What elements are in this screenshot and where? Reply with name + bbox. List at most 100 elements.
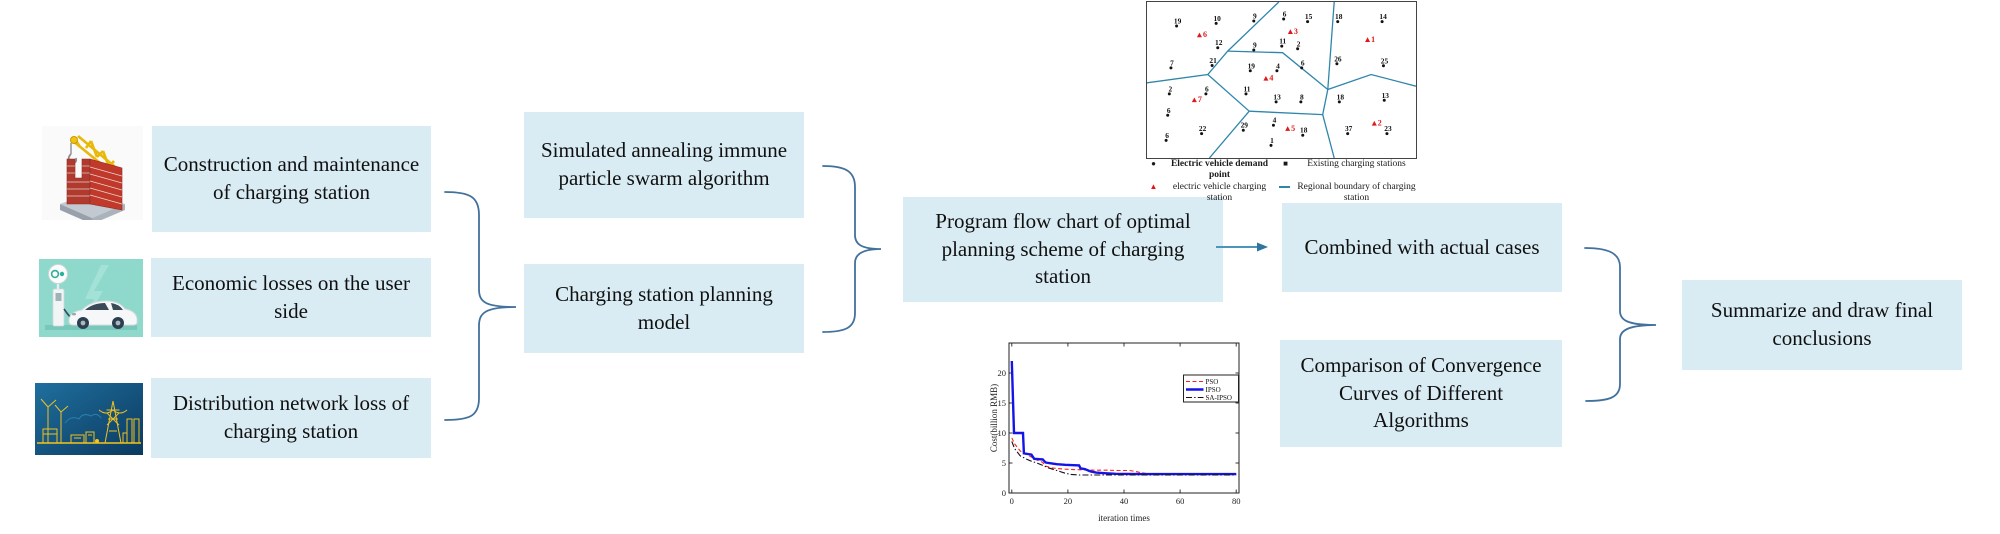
demand-point-label: 18 <box>1335 12 1343 21</box>
regional-boundary-line <box>1322 114 1335 158</box>
demand-point-dot <box>1385 132 1389 136</box>
demand-point-label: 4 <box>1276 61 1280 70</box>
charging-station-label: 2 <box>1378 118 1382 127</box>
demand-point-label: 15 <box>1305 12 1313 21</box>
charging-station-triangle <box>1371 120 1377 126</box>
charging-station-marker-icon: ▲ <box>1149 181 1158 191</box>
regional-boundary-line <box>1227 50 1329 91</box>
demand-point-label: 11 <box>1243 84 1250 93</box>
y-axis-label: Cost(billion RMB) <box>990 384 999 452</box>
demand-point-dot <box>1252 19 1256 23</box>
charging-station-label: 4 <box>1269 74 1273 83</box>
box-economic-losses: Economic losses on the user side <box>151 258 431 337</box>
box-sa-immune-pso-algorithm: Simulated annealing immune particle swar… <box>524 112 804 218</box>
demand-point-label: 6 <box>1165 131 1169 140</box>
legend-charging-station: ▲ electric vehicle charging station <box>1147 182 1279 204</box>
box-program-flow-chart-label: Program flow chart of optimal planning s… <box>935 208 1191 289</box>
box-distribution-loss-label: Distribution network loss of charging st… <box>172 391 410 443</box>
demand-point-dot <box>1275 69 1279 73</box>
demand-point-dot <box>1269 143 1273 147</box>
demand-point-label: 18 <box>1337 92 1345 101</box>
demand-point-dot <box>1175 24 1179 28</box>
series-pso <box>1011 437 1237 475</box>
demand-point-dot <box>1210 63 1214 67</box>
x-tick-label: 0 <box>1010 496 1014 506</box>
demand-point-dot <box>1300 66 1304 70</box>
demand-point-label: 12 <box>1215 38 1223 47</box>
demand-point-dot <box>1244 92 1248 96</box>
construction-image <box>42 126 143 220</box>
brace-right <box>1584 247 1657 402</box>
regional-boundary-line <box>1322 89 1329 115</box>
legend-regional-boundary-label: Regional boundary of charging station <box>1297 181 1416 203</box>
demand-point-label: 6 <box>1205 84 1209 93</box>
demand-point-label: 19 <box>1174 17 1182 26</box>
demand-point-dot <box>1337 100 1341 104</box>
box-summarize-conclusions-label: Summarize and draw final conclusions <box>1710 298 1934 350</box>
demand-point-label: 37 <box>1345 124 1353 133</box>
demand-point-label: 25 <box>1381 56 1389 65</box>
demand-point-label: 9 <box>1253 12 1257 21</box>
flow-arrow <box>1216 242 1268 252</box>
legend-label-ipso: IPSO <box>1206 386 1221 394</box>
demand-point-label: 6 <box>1301 58 1305 67</box>
series-sa-ipso <box>1011 441 1237 476</box>
demand-point-label: 13 <box>1382 91 1390 100</box>
demand-point-dot <box>1252 48 1256 52</box>
demand-point-dot <box>1346 132 1350 136</box>
x-tick-label: 80 <box>1232 496 1241 506</box>
demand-point-label: 1 <box>1270 136 1274 145</box>
existing-station-marker-icon: ■ <box>1283 159 1288 168</box>
box-distribution-loss: Distribution network loss of charging st… <box>151 378 431 458</box>
legend-demand-point: ● Electric vehicle demand point <box>1147 159 1279 181</box>
boundary-line-marker-icon <box>1279 185 1290 188</box>
demand-point-dot <box>1274 100 1278 104</box>
demand-point-dot <box>1280 44 1284 48</box>
box-combined-cases: Combined with actual cases <box>1282 203 1562 292</box>
map-legend: ● Electric vehicle demand point ■ Existi… <box>1147 159 1421 204</box>
charging-station-triangle <box>1191 97 1197 103</box>
box-planning-model-label: Charging station planning model <box>555 281 773 334</box>
charging-station-label: 7 <box>1198 95 1202 104</box>
demand-point-dot <box>1166 113 1170 117</box>
demand-point-dot <box>1301 133 1305 137</box>
regional-boundary-line <box>1327 73 1416 91</box>
demand-point-label: 2 <box>1168 84 1172 93</box>
demand-point-dot <box>1381 64 1385 68</box>
demand-point-dot <box>1248 69 1252 73</box>
power-grid-image <box>35 383 143 455</box>
construction-crane-icon <box>42 126 143 220</box>
demand-point-dot <box>1204 92 1208 96</box>
demand-point-dot <box>1216 46 1220 50</box>
legend-label-sa-ipso: SA-IPSO <box>1206 394 1232 402</box>
demand-point-label: 4 <box>1273 116 1277 125</box>
demand-point-dot <box>1214 21 1218 25</box>
ev-charging-icon <box>39 259 143 337</box>
ev-charging-image <box>39 259 143 337</box>
demand-point-label: 2 <box>1297 39 1301 48</box>
regional-boundary-line <box>1207 74 1250 112</box>
demand-point-dot <box>1169 66 1173 70</box>
brace-middle <box>822 165 882 333</box>
box-summarize-conclusions: Summarize and draw final conclusions <box>1682 280 1962 370</box>
brace-left <box>444 191 517 421</box>
charging-station-triangle <box>1285 126 1291 131</box>
y-tick-label: 20 <box>998 368 1007 378</box>
series-ipso <box>1010 360 1237 476</box>
regional-boundary-line <box>1147 2 1280 84</box>
box-economic-losses-label: Economic losses on the user side <box>172 270 410 323</box>
demand-point-dot <box>1282 17 1286 21</box>
demand-point-dot <box>1164 138 1168 142</box>
demand-point-label: 23 <box>1384 124 1392 133</box>
demand-point-label: 6 <box>1167 106 1171 115</box>
demand-point-label: 26 <box>1334 54 1342 63</box>
charging-station-label: 1 <box>1371 35 1375 44</box>
power-grid-icon <box>35 383 143 455</box>
demand-point-dot <box>1271 123 1275 127</box>
y-tick-label: 15 <box>998 398 1007 408</box>
demand-point-label: 6 <box>1283 10 1287 19</box>
demand-point-dot <box>1306 20 1310 24</box>
demand-point-label: 10 <box>1213 14 1221 23</box>
x-tick-label: 20 <box>1064 496 1073 506</box>
